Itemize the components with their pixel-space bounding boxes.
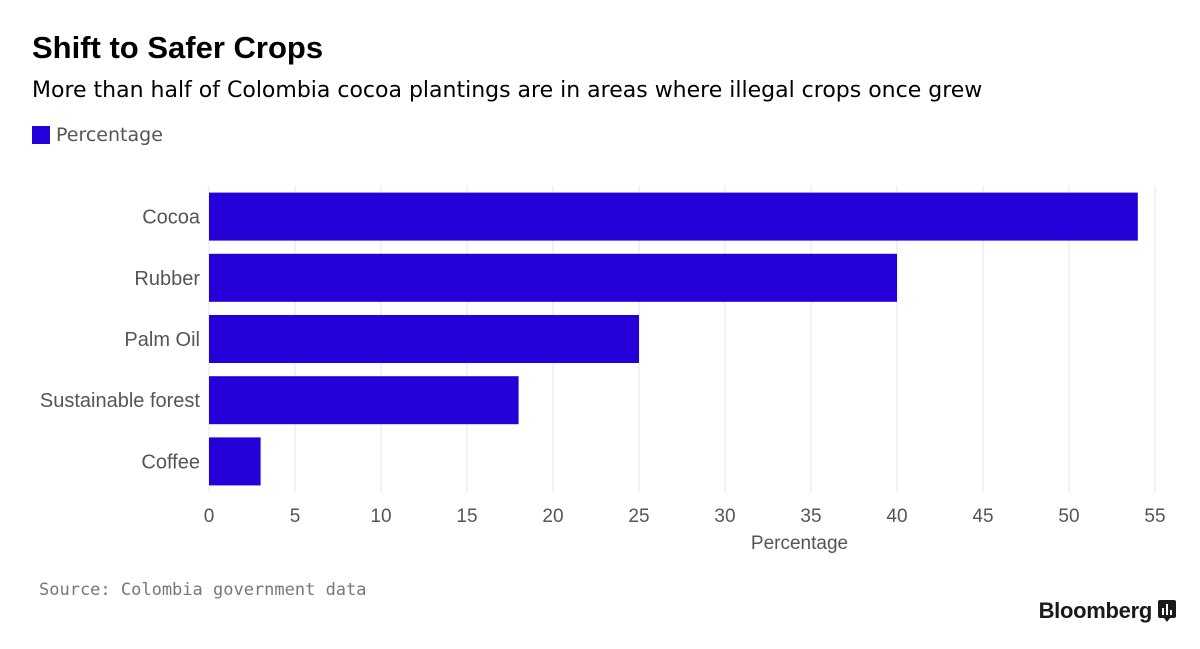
x-tick-label: 50 xyxy=(1058,506,1079,527)
x-tick-label: 10 xyxy=(370,506,391,527)
bar-rubber xyxy=(209,253,897,302)
category-label: Palm Oil xyxy=(124,329,200,351)
category-label: Rubber xyxy=(134,268,200,290)
bar-sustainable-forest xyxy=(209,376,519,425)
brand-name: Bloomberg xyxy=(1038,598,1153,623)
legend-swatch-icon xyxy=(32,126,50,144)
x-tick-labels: 0 5 10 15 20 25 30 35 40 45 50 55 xyxy=(204,506,1166,527)
source-note: Source: Colombia government data xyxy=(39,580,367,600)
bar-coffee xyxy=(209,437,261,486)
category-label: Coffee xyxy=(141,451,200,473)
bloomberg-logo: Bloomberg xyxy=(1039,598,1176,624)
chart-subtitle: More than half of Colombia cocoa plantin… xyxy=(32,78,983,103)
x-tick-label: 30 xyxy=(714,506,735,527)
chart-title: Shift to Safer Crops xyxy=(32,30,324,65)
x-axis-label: Percentage xyxy=(751,533,848,554)
x-tick-label: 45 xyxy=(972,506,993,527)
x-tick-label: 40 xyxy=(886,506,907,527)
bloomberg-chart-icon xyxy=(1158,600,1176,622)
x-tick-label: 55 xyxy=(1144,506,1165,527)
legend: Percentage xyxy=(32,124,163,146)
x-tick-label: 25 xyxy=(628,506,649,527)
bars xyxy=(209,192,1138,486)
x-tick-label: 15 xyxy=(456,506,477,527)
category-labels: Cocoa Rubber Palm Oil Sustainable forest Cof… xyxy=(40,207,201,474)
x-tick-label: 35 xyxy=(800,506,821,527)
x-tick-label: 20 xyxy=(542,506,563,527)
x-tick-label: 5 xyxy=(290,506,301,527)
category-label: Cocoa xyxy=(142,207,201,229)
x-tick-label: 0 xyxy=(204,506,215,527)
bar-palm-oil xyxy=(209,315,639,363)
legend-label: Percentage xyxy=(56,124,163,146)
category-label: Sustainable forest xyxy=(40,390,201,412)
bar-cocoa xyxy=(209,192,1138,241)
